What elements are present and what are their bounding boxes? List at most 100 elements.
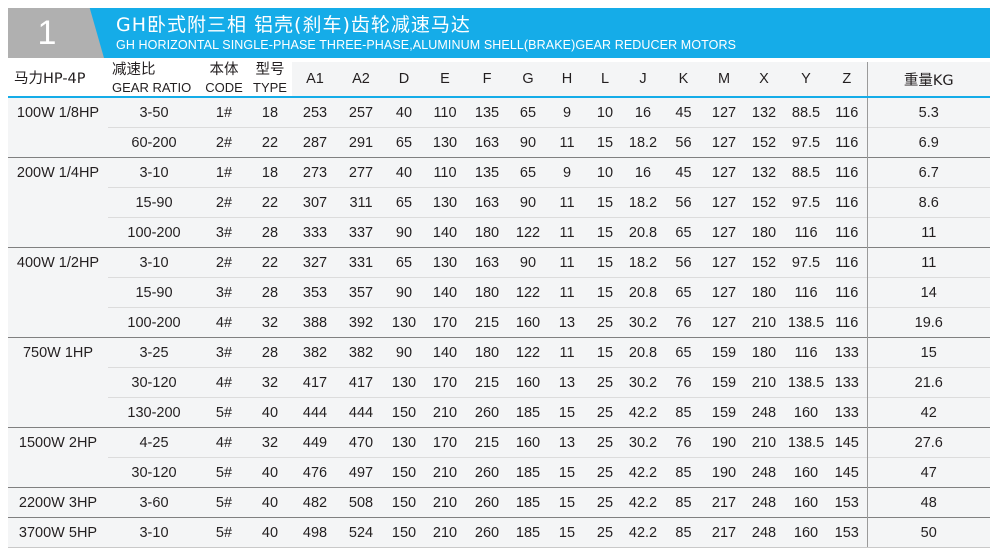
cell-dim-y: 116 [785, 337, 827, 368]
table-row: 1500W 2HP 4-25 4# 32 449 470 130 170 215 160 13 25 3… [8, 427, 990, 458]
cell-code: 5# [200, 517, 248, 548]
table-row: 400W 1/2HP 3-10 2# 22 327 331 65 130 163 90 11 15 18… [8, 247, 990, 278]
cell-horsepower: 400W 1/2HP [8, 247, 108, 278]
cell-dim-l: 25 [586, 517, 624, 548]
cell-dim-a1: 382 [292, 337, 338, 368]
cell-type: 28 [248, 217, 292, 248]
cell-dim-a1: 253 [292, 97, 338, 128]
cell-weight: 8.6 [866, 187, 990, 218]
cell-dim-f: 260 [466, 457, 508, 488]
cell-dim-f: 260 [466, 397, 508, 428]
cell-dim-a2: 382 [338, 337, 384, 368]
cell-dim-d: 90 [384, 277, 424, 308]
cell-dim-f: 135 [466, 157, 508, 188]
cell-horsepower [8, 367, 108, 398]
cell-dim-f: 180 [466, 337, 508, 368]
header-dim-a2: A2 [338, 62, 384, 98]
cell-dim-l: 15 [586, 277, 624, 308]
cell-dim-y: 116 [785, 277, 827, 308]
cell-code: 5# [200, 397, 248, 428]
cell-weight: 19.6 [866, 307, 990, 338]
cell-dim-h: 9 [548, 157, 586, 188]
cell-dim-g: 90 [508, 127, 548, 158]
cell-dim-g: 122 [508, 337, 548, 368]
cell-dim-l: 15 [586, 337, 624, 368]
header-dim-y: Y [785, 62, 827, 98]
cell-dim-j: 30.2 [624, 367, 662, 398]
header-gear-ratio: 减速比 GEAR RATIO [108, 62, 200, 98]
cell-dim-l: 25 [586, 397, 624, 428]
cell-dim-e: 170 [424, 427, 466, 458]
cell-dim-y: 97.5 [785, 187, 827, 218]
cell-dim-h: 9 [548, 97, 586, 128]
cell-dim-d: 130 [384, 427, 424, 458]
cell-dim-d: 150 [384, 487, 424, 518]
cell-dim-f: 260 [466, 517, 508, 548]
cell-code: 5# [200, 457, 248, 488]
table-row: 200W 1/4HP 3-10 1# 18 273 277 40 110 135 65 9 10 16 4… [8, 157, 990, 188]
cell-dim-f: 135 [466, 97, 508, 128]
cell-dim-g: 185 [508, 517, 548, 548]
cell-dim-a2: 497 [338, 457, 384, 488]
cell-dim-g: 160 [508, 367, 548, 398]
cell-dim-k: 56 [662, 127, 705, 158]
cell-code: 3# [200, 217, 248, 248]
header-dim-x: X [743, 62, 785, 98]
cell-dim-k: 65 [662, 277, 705, 308]
cell-dim-m: 217 [705, 517, 743, 548]
cell-code: 2# [200, 127, 248, 158]
cell-weight: 6.9 [866, 127, 990, 158]
cell-gear-ratio: 3-50 [108, 97, 200, 128]
cell-dim-y: 116 [785, 217, 827, 248]
cell-type: 32 [248, 427, 292, 458]
cell-dim-a2: 524 [338, 517, 384, 548]
cell-gear-ratio: 15-90 [108, 187, 200, 218]
cell-dim-m: 159 [705, 337, 743, 368]
header-dim-g: G [508, 62, 548, 98]
cell-type: 22 [248, 247, 292, 278]
title-english: GH HORIZONTAL SINGLE-PHASE THREE-PHASE,A… [116, 37, 737, 52]
cell-dim-x: 180 [743, 337, 785, 368]
cell-weight: 14 [866, 277, 990, 308]
cell-dim-x: 210 [743, 307, 785, 338]
cell-gear-ratio: 100-200 [108, 307, 200, 338]
header-dim-e: E [424, 62, 466, 98]
cell-dim-z: 153 [827, 487, 867, 518]
header-gear-ratio-en: GEAR RATIO [112, 80, 192, 95]
cell-type: 22 [248, 127, 292, 158]
cell-dim-m: 127 [705, 97, 743, 128]
cell-dim-e: 170 [424, 367, 466, 398]
cell-dim-a2: 331 [338, 247, 384, 278]
cell-type: 40 [248, 517, 292, 548]
header-dim-f: F [466, 62, 508, 98]
cell-dim-j: 42.2 [624, 457, 662, 488]
cell-dim-y: 97.5 [785, 247, 827, 278]
cell-dim-d: 150 [384, 397, 424, 428]
table-row: 750W 1HP 3-25 3# 28 382 382 90 140 180 122 11 15 20.… [8, 337, 990, 368]
table-body: 100W 1/8HP 3-50 1# 18 253 257 40 110 135 65 9 10 16 4… [8, 97, 990, 548]
cell-weight: 42 [866, 397, 990, 428]
cell-dim-x: 152 [743, 187, 785, 218]
cell-dim-y: 88.5 [785, 157, 827, 188]
cell-type: 28 [248, 277, 292, 308]
cell-dim-z: 116 [827, 127, 867, 158]
cell-dim-f: 215 [466, 307, 508, 338]
cell-weight: 21.6 [866, 367, 990, 398]
cell-type: 32 [248, 367, 292, 398]
table-row: 130-200 5# 40 444 444 150 210 260 185 15 25 42.2 85 1… [8, 397, 990, 428]
cell-dim-l: 15 [586, 187, 624, 218]
cell-dim-e: 110 [424, 97, 466, 128]
cell-dim-a1: 273 [292, 157, 338, 188]
table-row: 100-200 4# 32 388 392 130 170 215 160 13 25 30.2 76 1… [8, 307, 990, 338]
cell-dim-k: 85 [662, 457, 705, 488]
cell-dim-d: 65 [384, 127, 424, 158]
title-banner: 1 GH卧式附三相 铝壳(刹车)齿轮减速马达 GH HORIZONTAL SIN… [8, 8, 990, 58]
cell-dim-j: 16 [624, 157, 662, 188]
cell-dim-z: 116 [827, 217, 867, 248]
cell-dim-x: 132 [743, 157, 785, 188]
cell-dim-g: 185 [508, 487, 548, 518]
cell-dim-z: 133 [827, 397, 867, 428]
header-dim-z: Z [827, 62, 867, 98]
cell-dim-d: 40 [384, 157, 424, 188]
cell-dim-z: 145 [827, 457, 867, 488]
